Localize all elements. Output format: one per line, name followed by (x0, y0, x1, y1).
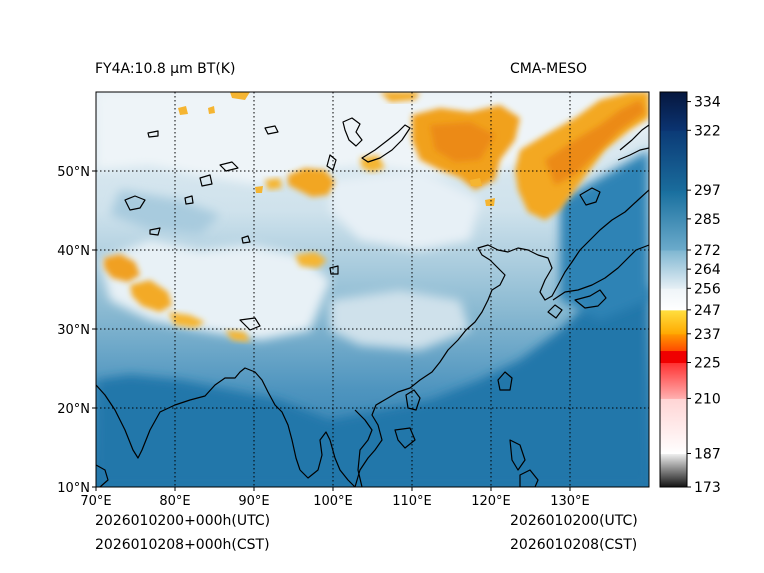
source-label: CMA-MESO (510, 61, 588, 77)
colorbar-tick-label: 187 (694, 446, 721, 462)
lon-tick-label: 130°E (550, 494, 590, 509)
colorbar-band (660, 453, 687, 488)
lat-axis: 10°N 20°N 30°N 40°N 50°N (57, 165, 96, 496)
lon-axis: 70°E 80°E 90°E 100°E 110°E 120°E 130°E (80, 487, 590, 509)
colorbar-tick-label: 173 (694, 480, 721, 496)
colorbar-band (660, 130, 687, 191)
valid-time-utc: 2026010200(UTC) (510, 513, 638, 529)
colorbar-tick-label: 322 (694, 123, 721, 139)
lon-tick-label: 100°E (313, 494, 353, 509)
plateau-cloud (100, 240, 330, 340)
central-asia-mid (110, 190, 220, 235)
colorbar-tick-label: 297 (694, 183, 721, 199)
graticule (96, 92, 649, 487)
colorbar-tick-label: 272 (694, 243, 721, 259)
valid-time-cst: 2026010208(CST) (510, 537, 638, 553)
colorbar: 334 322 297 285 272 264 256 247 237 225 210 187 173 (659, 91, 721, 496)
lat-tick-label: 10°N (57, 481, 90, 496)
lat-tick-label: 50°N (57, 165, 90, 180)
south-china-cloud (330, 290, 470, 350)
lat-tick-label: 30°N (57, 323, 90, 338)
sea-of-japan-region (560, 150, 649, 320)
run-time-utc: 2026010200+000h(UTC) (95, 513, 271, 529)
colorbar-tick-label: 237 (694, 327, 721, 343)
colorbar-tick-label: 334 (694, 95, 721, 111)
coastlines (96, 117, 649, 487)
colorbar-band (660, 309, 687, 335)
colorbar-tick-label: 285 (694, 212, 721, 228)
colorbar-tick-label: 247 (694, 303, 721, 319)
colorbar-band (660, 333, 687, 352)
map-frame (95, 91, 650, 488)
lon-tick-label: 110°E (392, 494, 432, 509)
lat-tick-label: 40°N (57, 244, 90, 259)
lon-tick-label: 90°E (238, 494, 269, 509)
colorbar-band (660, 350, 687, 364)
colorbar-band (660, 288, 687, 311)
cold-cloud-tops (104, 92, 649, 342)
colorbar-band (660, 190, 687, 251)
colorbar-frame (659, 91, 688, 488)
mongolia-cloud (330, 170, 480, 250)
colorbar-band (660, 250, 687, 289)
colorbar-band (660, 398, 687, 454)
lon-tick-label: 80°E (159, 494, 190, 509)
colorbar-tick-label: 256 (694, 281, 721, 297)
colorbar-tick-label: 264 (694, 262, 721, 278)
colorbar-tick-label: 225 (694, 356, 721, 372)
bt-field (96, 92, 649, 487)
lon-tick-label: 120°E (471, 494, 511, 509)
colorbar-band (660, 362, 687, 399)
lon-tick-label: 70°E (80, 494, 111, 509)
colorbar-band (660, 92, 687, 131)
warm-ocean-region (96, 280, 649, 487)
lat-tick-label: 20°N (57, 402, 90, 417)
run-time-cst: 2026010208+000h(CST) (95, 537, 270, 553)
product-title: FY4A:10.8 µm BT(K) (95, 61, 236, 77)
colorbar-tick-label: 210 (694, 391, 721, 407)
